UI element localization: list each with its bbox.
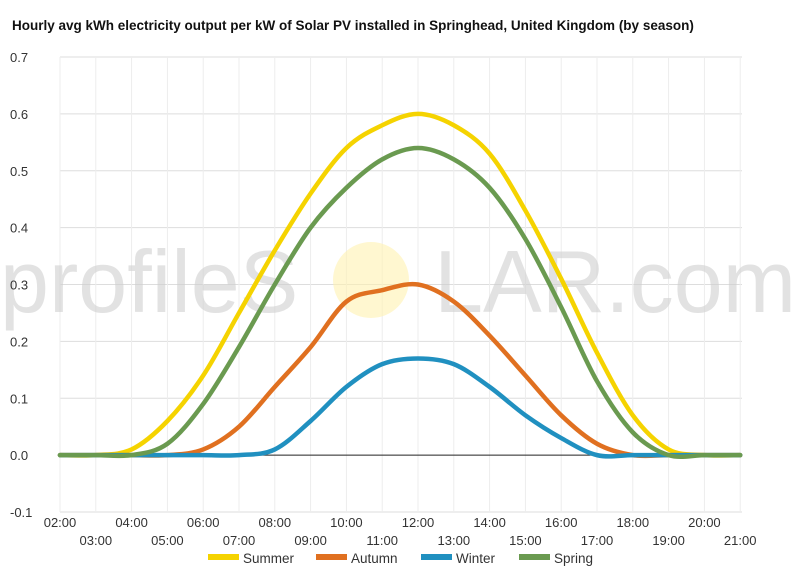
x-tick-label: 15:00 bbox=[509, 533, 542, 548]
legend-label-winter[interactable]: Winter bbox=[456, 551, 496, 566]
legend: Summer Autumn Winter Spring bbox=[208, 551, 593, 566]
x-tick-label: 10:00 bbox=[330, 515, 363, 530]
x-tick-label: 13:00 bbox=[438, 533, 471, 548]
y-tick-label: 0.4 bbox=[10, 221, 28, 236]
x-tick-label: 19:00 bbox=[652, 533, 685, 548]
x-tick-label: 12:00 bbox=[402, 515, 435, 530]
x-tick-label: 07:00 bbox=[223, 533, 256, 548]
x-tick-label: 09:00 bbox=[294, 533, 327, 548]
x-tick-label: 11:00 bbox=[366, 533, 398, 548]
legend-label-summer[interactable]: Summer bbox=[243, 551, 295, 566]
axis-layer: -0.1 0.0 0.1 0.2 0.3 0.4 0.5 0.6 0.7 02:0003:0004… bbox=[10, 50, 756, 548]
y-tick-label: 0.5 bbox=[10, 164, 28, 179]
watermark: profileS LAR.com bbox=[0, 232, 796, 331]
x-tick-label: 16:00 bbox=[545, 515, 578, 530]
watermark-text-right: LAR.com bbox=[434, 232, 796, 331]
legend-label-spring[interactable]: Spring bbox=[554, 551, 593, 566]
y-tick-label: 0.7 bbox=[10, 50, 28, 65]
series-layer bbox=[57, 111, 743, 460]
legend-swatch-autumn[interactable] bbox=[316, 554, 347, 560]
x-tick-label: 17:00 bbox=[581, 533, 614, 548]
y-tick-label: -0.1 bbox=[10, 505, 32, 520]
x-tick-label: 20:00 bbox=[688, 515, 721, 530]
x-tick-label: 14:00 bbox=[473, 515, 506, 530]
y-tick-label: 0.6 bbox=[10, 107, 28, 122]
series-line-spring bbox=[57, 145, 743, 460]
watermark-sun-icon bbox=[333, 242, 409, 318]
x-tick-label: 08:00 bbox=[259, 515, 292, 530]
x-tick-label: 05:00 bbox=[151, 533, 184, 548]
x-tick-label: 04:00 bbox=[115, 515, 148, 530]
y-tick-label: 0.3 bbox=[10, 278, 28, 293]
legend-swatch-winter[interactable] bbox=[421, 554, 452, 560]
x-tick-label: 03:00 bbox=[80, 533, 113, 548]
series-line-summer bbox=[57, 111, 743, 458]
x-tick-label: 21:00 bbox=[724, 533, 757, 548]
x-tick-label: 18:00 bbox=[617, 515, 650, 530]
legend-label-autumn[interactable]: Autumn bbox=[351, 551, 398, 566]
y-tick-label: 0.0 bbox=[10, 448, 28, 463]
legend-swatch-spring[interactable] bbox=[519, 554, 550, 560]
x-tick-label: 06:00 bbox=[187, 515, 220, 530]
legend-swatch-summer[interactable] bbox=[208, 554, 239, 560]
watermark-text-left: profileS bbox=[0, 232, 298, 331]
x-tick-label: 02:00 bbox=[44, 515, 77, 530]
series-line-winter bbox=[57, 356, 743, 459]
y-tick-label: 0.2 bbox=[10, 334, 28, 349]
y-tick-label: 0.1 bbox=[10, 391, 28, 406]
chart-title: Hourly avg kWh electricity output per kW… bbox=[12, 18, 694, 33]
